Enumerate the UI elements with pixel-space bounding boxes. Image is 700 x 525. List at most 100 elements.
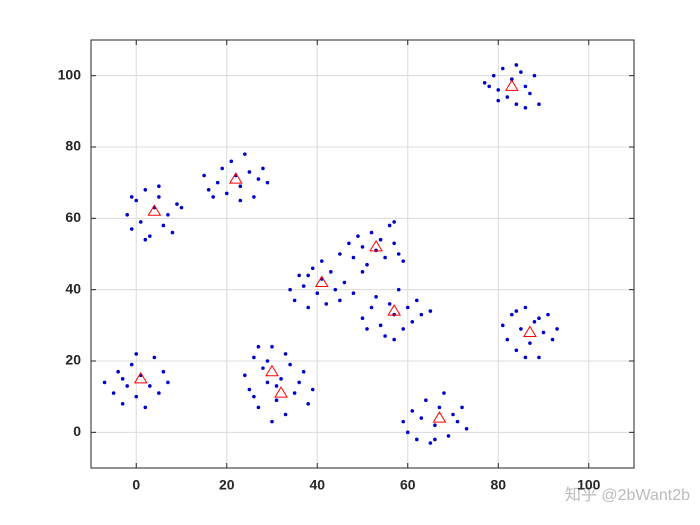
data-point xyxy=(333,287,338,292)
data-point xyxy=(252,394,256,399)
data-point xyxy=(528,91,532,96)
data-point xyxy=(306,273,311,278)
data-point xyxy=(111,391,116,395)
data-point xyxy=(129,362,134,367)
data-point xyxy=(396,287,401,292)
data-point xyxy=(360,245,365,249)
centroid xyxy=(274,386,288,398)
data-point xyxy=(256,344,261,349)
data-point xyxy=(252,355,256,360)
x-tick-label: 100 xyxy=(577,477,601,493)
data-point xyxy=(274,384,279,388)
centroid xyxy=(369,239,383,252)
data-point xyxy=(455,419,460,424)
data-point xyxy=(238,198,243,203)
data-point xyxy=(537,355,541,360)
data-point xyxy=(523,355,528,360)
data-point xyxy=(451,412,455,417)
data-point xyxy=(211,195,215,199)
data-point xyxy=(351,291,356,296)
data-point xyxy=(247,387,252,392)
data-point xyxy=(496,98,501,103)
y-tick-label: 20 xyxy=(65,352,81,368)
data-point xyxy=(265,380,270,385)
data-point xyxy=(166,212,170,217)
data-point xyxy=(301,369,306,374)
data-point xyxy=(433,423,437,428)
data-point xyxy=(338,298,342,303)
data-point xyxy=(360,316,365,321)
data-point xyxy=(229,159,234,164)
data-point xyxy=(347,241,351,246)
centroid xyxy=(504,79,519,91)
data-point xyxy=(265,359,270,363)
y-tick-label: 0 xyxy=(73,423,81,439)
data-point xyxy=(505,337,510,342)
data-point xyxy=(351,255,356,260)
data-point xyxy=(410,319,415,324)
data-point xyxy=(433,437,437,442)
data-point xyxy=(546,312,550,317)
data-point xyxy=(383,255,387,260)
centroid xyxy=(228,172,243,184)
data-point xyxy=(220,166,225,171)
data-point xyxy=(519,70,523,74)
data-point xyxy=(528,341,532,345)
x-tick-label: 60 xyxy=(400,477,416,493)
data-point xyxy=(206,188,211,192)
y-tick-label: 40 xyxy=(65,280,81,296)
data-point xyxy=(514,63,519,67)
data-point xyxy=(555,327,559,331)
data-point xyxy=(460,405,464,410)
data-point xyxy=(487,84,492,89)
data-point xyxy=(161,223,166,228)
data-point xyxy=(179,205,184,210)
data-point xyxy=(446,434,451,438)
data-point xyxy=(274,398,279,403)
centroid xyxy=(314,275,329,288)
centroid xyxy=(432,411,447,423)
data-point xyxy=(306,402,311,406)
data-point xyxy=(116,369,120,374)
data-point xyxy=(496,88,501,92)
data-point xyxy=(514,348,519,353)
data-point xyxy=(383,334,387,338)
data-point xyxy=(523,84,528,89)
x-tick-label: 80 xyxy=(490,477,506,493)
data-point xyxy=(256,177,261,181)
centroid xyxy=(133,371,148,384)
data-point xyxy=(138,220,143,224)
plot-frame xyxy=(90,39,635,469)
data-point xyxy=(148,234,152,238)
data-point xyxy=(392,220,396,224)
data-point xyxy=(125,212,129,217)
data-point xyxy=(510,77,514,82)
data-point xyxy=(166,380,170,385)
data-point xyxy=(356,234,360,238)
data-point xyxy=(301,284,306,288)
data-point xyxy=(270,344,274,349)
centroid xyxy=(387,304,402,316)
data-point xyxy=(279,377,283,381)
data-point xyxy=(134,198,139,203)
data-point xyxy=(297,273,301,278)
data-point xyxy=(532,319,537,324)
data-point xyxy=(500,323,505,328)
data-point xyxy=(405,430,410,435)
centroid xyxy=(147,204,162,216)
data-point xyxy=(514,102,519,106)
data-point xyxy=(442,391,446,395)
data-point xyxy=(405,305,410,310)
data-point xyxy=(415,437,419,442)
y-tick-label: 80 xyxy=(65,138,81,154)
data-point xyxy=(283,352,288,356)
data-point xyxy=(519,327,523,331)
data-point xyxy=(482,81,487,85)
data-point xyxy=(324,302,329,306)
data-point xyxy=(523,305,528,310)
data-point xyxy=(143,188,148,192)
data-point xyxy=(283,412,288,417)
centroid xyxy=(265,364,279,377)
data-point xyxy=(392,337,396,342)
